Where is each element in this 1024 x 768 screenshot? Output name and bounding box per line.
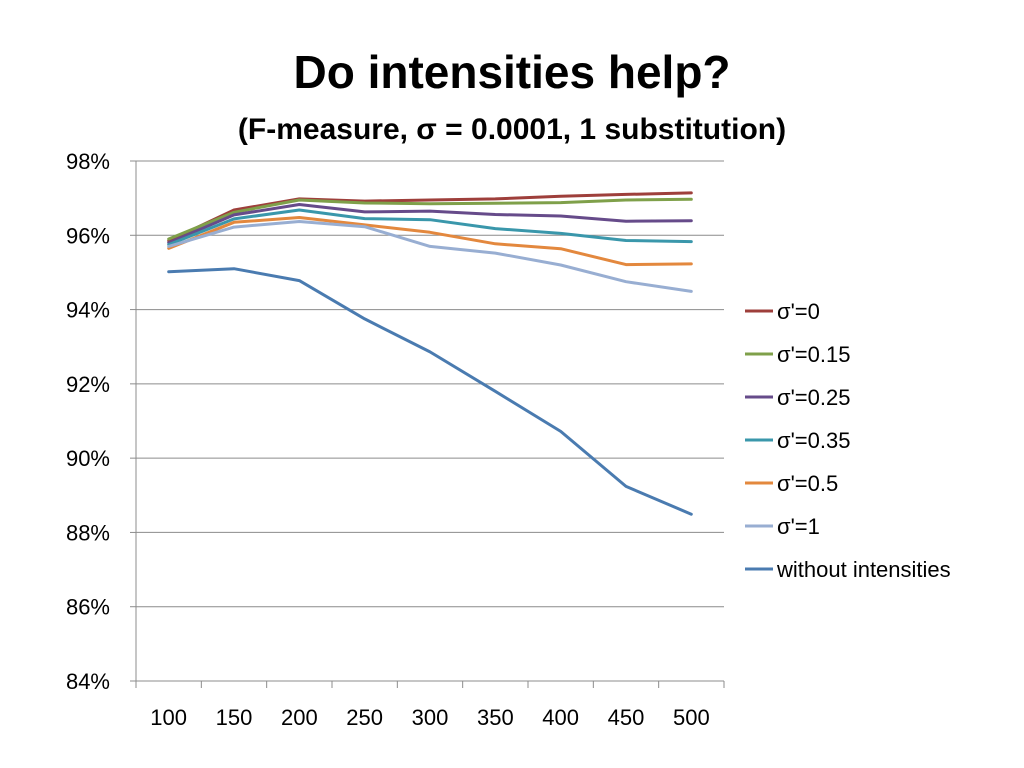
- x-tick-label: 100: [150, 705, 187, 730]
- legend-label: σ'=1: [777, 514, 820, 539]
- series-lines: [167, 191, 693, 516]
- y-tick-label: 84%: [66, 669, 110, 694]
- y-tick-label: 90%: [66, 446, 110, 471]
- x-tick-labels: 100 150 200 250 300 350 400 450 500: [150, 705, 709, 730]
- series-line: [167, 203, 693, 245]
- series-line: [167, 267, 693, 516]
- legend-item: σ'=1: [745, 514, 820, 539]
- x-tick-label: 150: [216, 705, 253, 730]
- x-tick-label: 300: [412, 705, 449, 730]
- legend: σ'=0 σ'=0.15 σ'=0.25 σ'=0.35 σ'=0.5 σ'=1 witho…: [745, 299, 951, 582]
- legend-label: σ'=0.35: [777, 428, 850, 453]
- legend-item: σ'=0.35: [745, 428, 850, 453]
- x-tick-label: 350: [477, 705, 514, 730]
- series-line: [167, 220, 693, 293]
- y-tick-label: 86%: [66, 595, 110, 620]
- series-line: [167, 191, 693, 243]
- x-tick-label: 500: [673, 705, 710, 730]
- legend-item: σ'=0: [745, 299, 820, 324]
- legend-label: σ'=0.5: [777, 471, 838, 496]
- legend-item: without intensities: [745, 557, 951, 582]
- y-tick-label: 92%: [66, 372, 110, 397]
- y-tick-label: 88%: [66, 520, 110, 545]
- series-line: [167, 208, 693, 247]
- series-line: [167, 216, 693, 267]
- y-tick-labels: 84% 86% 88% 90% 92% 94% 96% 98%: [66, 149, 110, 694]
- y-tick-label: 94%: [66, 298, 110, 323]
- y-tick-label: 98%: [66, 149, 110, 174]
- legend-item: σ'=0.5: [745, 471, 838, 496]
- legend-item: σ'=0.25: [745, 385, 850, 410]
- slide-subtitle: (F-measure, σ = 0.0001, 1 substitution): [237, 113, 787, 146]
- axes: [130, 160, 725, 688]
- y-tick-label: 96%: [66, 223, 110, 248]
- legend-label: without intensities: [776, 557, 951, 582]
- legend-label: σ'=0: [777, 299, 820, 324]
- series-line: [167, 197, 693, 241]
- legend-label: σ'=0.15: [777, 342, 850, 367]
- x-tick-label: 250: [346, 705, 383, 730]
- grid-lines: [136, 160, 724, 608]
- slide-title: Do intensities help?: [293, 46, 731, 98]
- x-tick-label: 450: [608, 705, 645, 730]
- legend-item: σ'=0.15: [745, 342, 850, 367]
- x-tick-label: 400: [542, 705, 579, 730]
- legend-label: σ'=0.25: [777, 385, 850, 410]
- x-tick-label: 200: [281, 705, 318, 730]
